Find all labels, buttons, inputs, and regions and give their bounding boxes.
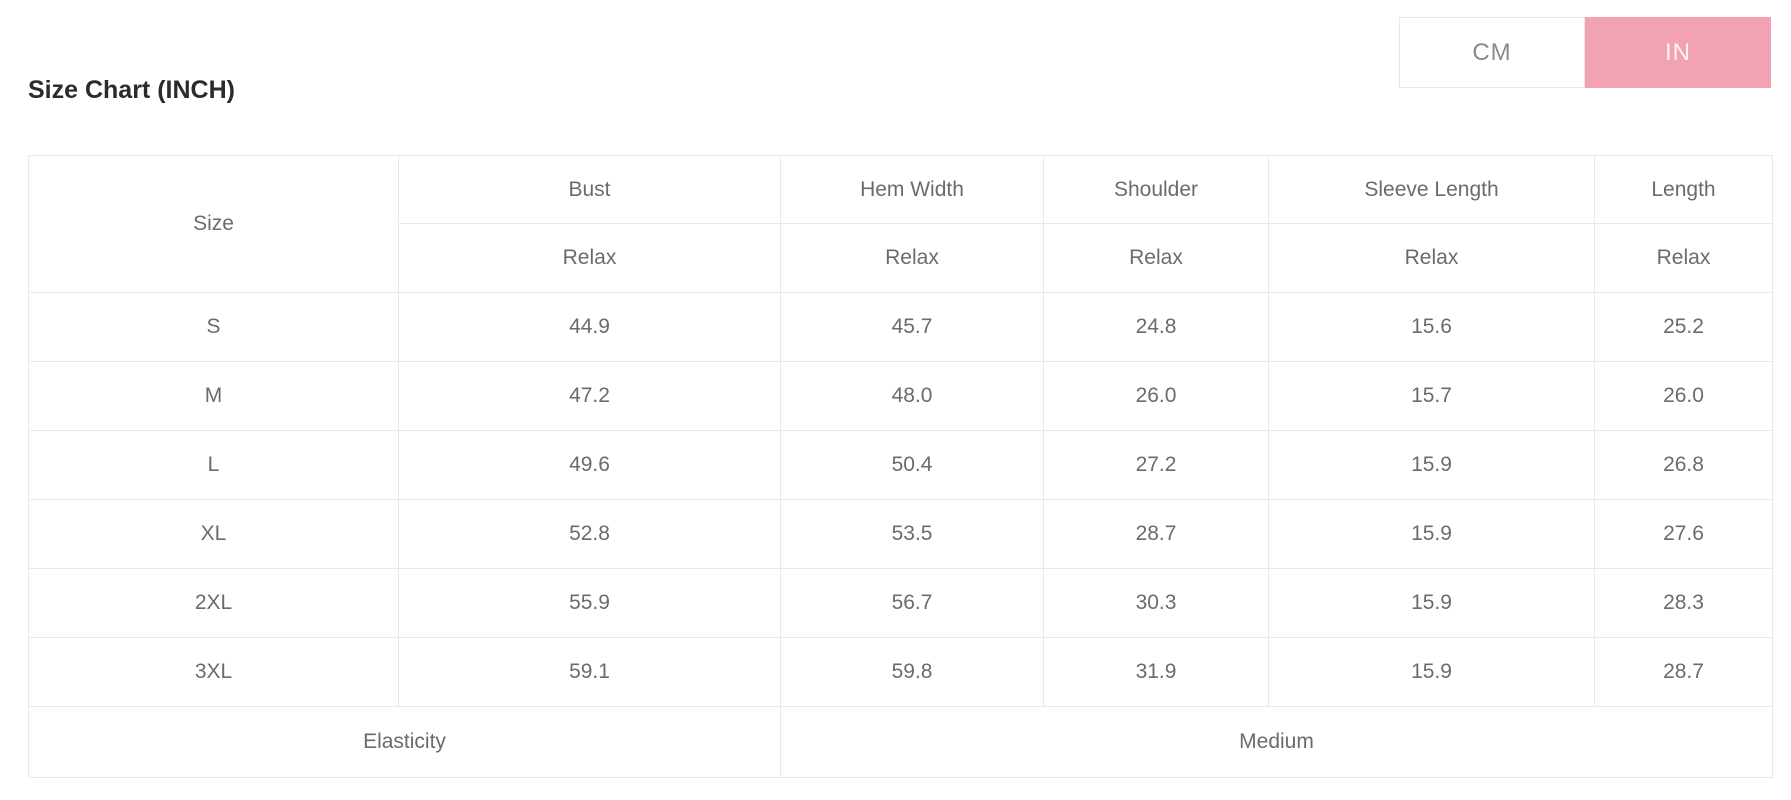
value-cell: 52.8 — [398, 499, 781, 569]
elasticity-row: Elasticity Medium — [28, 706, 1773, 778]
value-cell: 30.3 — [1043, 568, 1269, 638]
sub-header-relax: Relax — [1594, 223, 1773, 293]
col-header-length: Length — [1594, 155, 1773, 224]
value-cell: 28.7 — [1043, 499, 1269, 569]
value-cell: 31.9 — [1043, 637, 1269, 707]
size-cell: L — [28, 430, 399, 500]
value-cell: 15.6 — [1268, 292, 1595, 362]
size-cell: 3XL — [28, 637, 399, 707]
value-cell: 27.2 — [1043, 430, 1269, 500]
value-cell: 15.9 — [1268, 637, 1595, 707]
size-chart-table: Size Bust Hem Width Shoulder Sleeve Leng… — [28, 155, 1773, 778]
value-cell: 56.7 — [780, 568, 1044, 638]
col-header-sleeve-length: Sleeve Length — [1268, 155, 1595, 224]
unit-cm-button[interactable]: CM — [1399, 17, 1585, 88]
value-cell: 26.0 — [1043, 361, 1269, 431]
unit-in-button[interactable]: IN — [1585, 17, 1771, 88]
value-cell: 28.7 — [1594, 637, 1773, 707]
value-cell: 59.1 — [398, 637, 781, 707]
unit-toggle: CM IN — [1399, 17, 1771, 88]
size-cell: 2XL — [28, 568, 399, 638]
value-cell: 25.2 — [1594, 292, 1773, 362]
col-header-bust: Bust — [398, 155, 781, 224]
table-row-3xl: 3XL 59.1 59.8 31.9 15.9 28.7 — [28, 637, 1773, 707]
elasticity-label-cell: Elasticity — [28, 706, 781, 778]
elasticity-value-cell: Medium — [780, 706, 1773, 778]
table-row-m: M 47.2 48.0 26.0 15.7 26.0 — [28, 361, 1773, 431]
table-row-s: S 44.9 45.7 24.8 15.6 25.2 — [28, 292, 1773, 362]
table-row-xl: XL 52.8 53.5 28.7 15.9 27.6 — [28, 499, 1773, 569]
size-cell: S — [28, 292, 399, 362]
col-header-hem-width: Hem Width — [780, 155, 1044, 224]
col-header-shoulder: Shoulder — [1043, 155, 1269, 224]
sub-header-relax: Relax — [1268, 223, 1595, 293]
header-row-relax: Relax Relax Relax Relax Relax — [29, 223, 1773, 293]
sub-header-relax: Relax — [780, 223, 1044, 293]
value-cell: 15.9 — [1268, 568, 1595, 638]
value-cell: 55.9 — [398, 568, 781, 638]
value-cell: 50.4 — [780, 430, 1044, 500]
value-cell: 15.7 — [1268, 361, 1595, 431]
value-cell: 48.0 — [780, 361, 1044, 431]
size-cell: XL — [28, 499, 399, 569]
size-cell: M — [28, 361, 399, 431]
table-row-2xl: 2XL 55.9 56.7 30.3 15.9 28.3 — [28, 568, 1773, 638]
value-cell: 26.0 — [1594, 361, 1773, 431]
value-cell: 59.8 — [780, 637, 1044, 707]
table-row-l: L 49.6 50.4 27.2 15.9 26.8 — [28, 430, 1773, 500]
value-cell: 24.8 — [1043, 292, 1269, 362]
sub-header-relax: Relax — [1043, 223, 1269, 293]
value-cell: 26.8 — [1594, 430, 1773, 500]
size-chart-title: Size Chart (INCH) — [28, 76, 235, 104]
sub-header-relax: Relax — [398, 223, 781, 293]
value-cell: 15.9 — [1268, 499, 1595, 569]
header-row-measures: Size Bust Hem Width Shoulder Sleeve Leng… — [28, 155, 1773, 293]
col-header-size: Size — [28, 155, 399, 293]
value-cell: 15.9 — [1268, 430, 1595, 500]
value-cell: 49.6 — [398, 430, 781, 500]
value-cell: 44.9 — [398, 292, 781, 362]
value-cell: 47.2 — [398, 361, 781, 431]
value-cell: 27.6 — [1594, 499, 1773, 569]
value-cell: 53.5 — [780, 499, 1044, 569]
value-cell: 45.7 — [780, 292, 1044, 362]
value-cell: 28.3 — [1594, 568, 1773, 638]
